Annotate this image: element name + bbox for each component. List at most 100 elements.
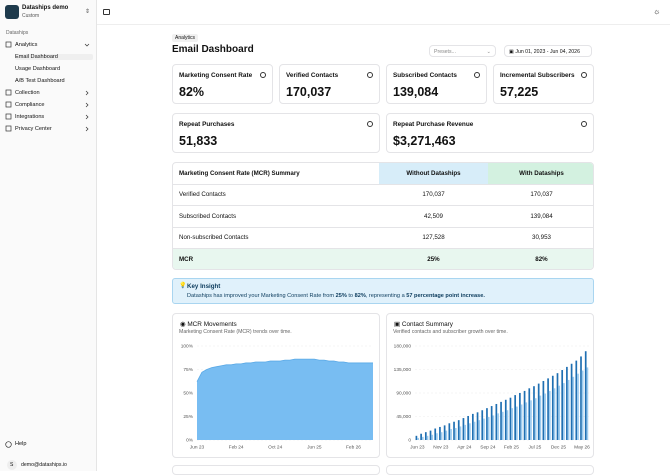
bar (431, 434, 434, 440)
bar (520, 404, 523, 440)
x-tick-label: Jul 25 (529, 444, 542, 450)
nav-item[interactable]: A/B Test Dashboard (15, 78, 65, 84)
bar (490, 406, 493, 440)
bar (464, 424, 466, 440)
table-cell: 127,528 (379, 228, 488, 249)
x-tick-label: Oct 24 (268, 444, 282, 450)
kpi-card: Incremental Subscribers 57,225 (493, 64, 594, 104)
bar (581, 370, 584, 440)
x-tick-label: Nov 23 (433, 444, 449, 450)
x-tick-label: Feb 26 (346, 444, 361, 450)
table-header-cell: Marketing Consent Rate (MCR) Summary (173, 163, 379, 185)
x-tick-label: Apr 24 (457, 444, 471, 450)
bar (467, 415, 469, 440)
bar (514, 395, 517, 440)
bar (523, 390, 526, 440)
theme-toggle[interactable]: ☼ (653, 7, 661, 16)
kpi-value: 51,833 (179, 134, 218, 148)
bar (426, 435, 429, 440)
bar (439, 426, 441, 440)
info-icon (367, 72, 373, 78)
chart-card: ▣ Contact Summary Verified contacts and … (386, 313, 594, 458)
bar (429, 430, 432, 440)
bar (436, 433, 438, 440)
nav-item[interactable]: Privacy Center (15, 126, 52, 132)
nav-item[interactable]: Usage Dashboard (15, 66, 61, 72)
table-cell: 139,084 (488, 206, 593, 228)
bar (459, 426, 462, 440)
bar (506, 410, 509, 440)
bar (556, 373, 559, 440)
bar (492, 415, 495, 440)
insight-part: , representing a (365, 293, 407, 299)
bar (424, 432, 427, 440)
insight-part: 57 percentage point increase. (406, 293, 485, 299)
date-picker[interactable]: ▣ Jun 01, 2023 - Jun 04, 2026 (504, 45, 592, 57)
bar (443, 425, 446, 440)
insight-part: 82% (354, 293, 366, 299)
bar (548, 390, 551, 440)
bar (511, 408, 514, 440)
kpi-card: Verified Contacts 170,037 (279, 64, 380, 104)
bar (481, 410, 484, 440)
nav-item[interactable]: Collection (15, 90, 40, 96)
nav-item[interactable]: Integrations (15, 114, 45, 120)
bar (570, 363, 573, 440)
nav-item[interactable]: Compliance (15, 102, 45, 108)
y-tick-label: 25% (183, 414, 193, 420)
bar (483, 418, 485, 440)
bar (534, 398, 537, 440)
avatar: S (10, 462, 14, 468)
y-tick-label: 50% (183, 390, 193, 396)
info-icon (260, 72, 266, 78)
sidebar-toggle[interactable] (103, 9, 110, 15)
kpi-card: Subscribed Contacts 139,084 (386, 64, 487, 104)
bar (420, 433, 422, 440)
bar (509, 397, 512, 440)
table-cell: Verified Contacts (173, 185, 379, 206)
chart-title-text: MCR Movements (187, 321, 237, 328)
bar (462, 418, 465, 440)
bar (584, 351, 587, 440)
user-email[interactable]: demo@dataships.io (21, 462, 67, 468)
y-tick-label: 0% (186, 437, 194, 443)
help-link[interactable]: Help (15, 441, 27, 447)
area (197, 359, 373, 440)
switch-icon[interactable]: ⇕ (85, 9, 91, 15)
bar (497, 413, 499, 440)
bar (558, 385, 561, 440)
x-tick-label: Sep 24 (480, 444, 496, 450)
kpi-label: Incremental Subscribers (500, 72, 575, 79)
nav-item[interactable]: Analytics (15, 42, 38, 48)
kpi-value: $3,271,463 (393, 134, 456, 148)
breadcrumb[interactable]: Analytics (172, 34, 199, 42)
bar (580, 356, 582, 440)
bar (528, 388, 531, 440)
nav-icons (5, 41, 90, 470)
workspace-name[interactable]: Dataships demo (22, 5, 69, 11)
bar (566, 366, 568, 440)
x-tick-label: Jun 23 (410, 444, 425, 450)
bar (519, 393, 521, 440)
table-cell: 170,037 (379, 185, 488, 206)
bar (487, 417, 490, 440)
date-text: Jun 01, 2023 - Jun 04, 2026 (515, 49, 580, 55)
kpi-value: 139,084 (393, 85, 439, 99)
y-tick-label: 75% (183, 367, 193, 373)
insight-text: Dataships has improved your Marketing Co… (187, 293, 485, 299)
workspace-plan: Custom (22, 13, 40, 19)
presets-select[interactable]: Presets... ⌄ (429, 45, 496, 57)
kpi-value: 57,225 (500, 85, 539, 99)
table-cell: 82% (488, 249, 593, 269)
bar (448, 423, 451, 440)
bar (561, 370, 564, 440)
bar (415, 435, 418, 440)
bar (563, 383, 565, 440)
chart-title: ▣ Contact Summary (394, 321, 453, 328)
bar (501, 411, 504, 440)
insight-part: to (346, 293, 355, 299)
nav-item-active[interactable]: Email Dashboard (15, 54, 93, 60)
bar (421, 436, 424, 440)
table-cell: Non-subscribed Contacts (173, 228, 379, 249)
